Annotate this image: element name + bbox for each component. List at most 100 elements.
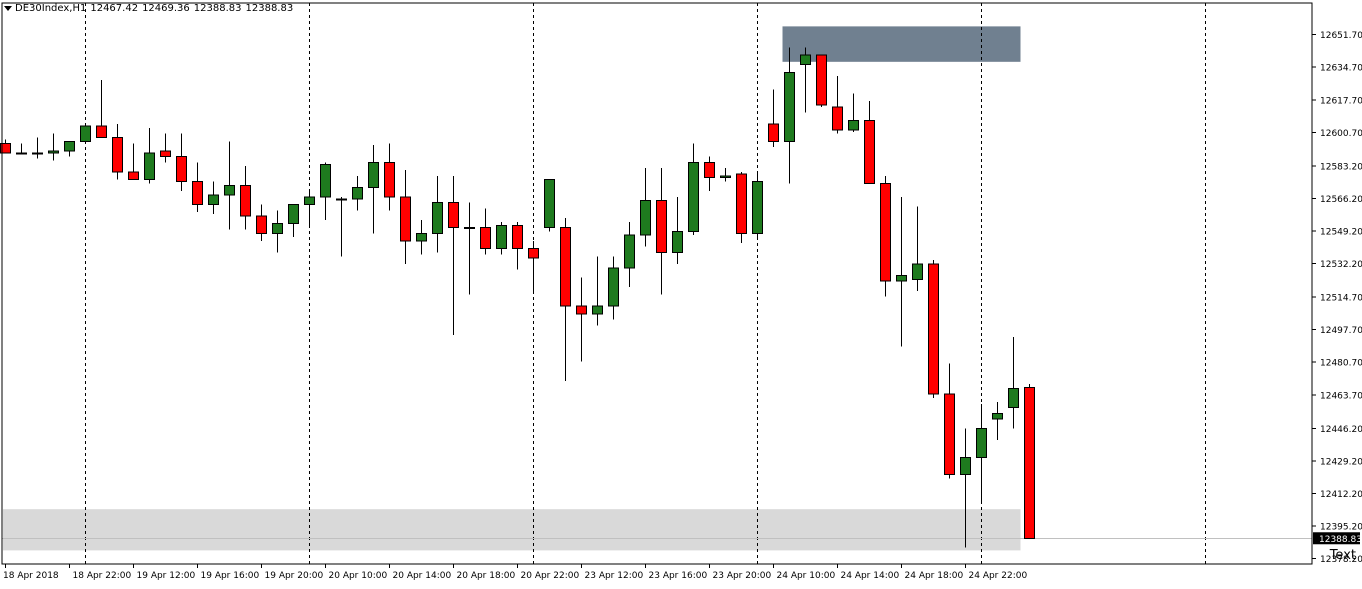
candle[interactable] [400,170,411,264]
symbol-info-bar[interactable]: DE30Index,H1 12467.42 12469.36 12388.83 1238… [4,3,297,14]
candle[interactable] [512,221,523,270]
candle[interactable] [304,191,315,226]
text-object-label[interactable]: Text [1329,548,1356,563]
candle[interactable] [1024,383,1035,539]
candle[interactable] [336,196,347,257]
candle[interactable] [720,168,731,182]
candle[interactable] [912,206,923,291]
candle[interactable] [992,401,1003,441]
time-tick-label: 19 Apr 20:00 [265,571,324,581]
candle[interactable] [192,162,203,213]
candle[interactable] [960,428,971,548]
candle[interactable] [608,256,619,320]
dropdown-triangle-icon[interactable] [4,5,12,11]
candle[interactable] [496,221,507,255]
candle[interactable] [256,204,267,241]
session-separators-layer [85,3,1206,564]
candle[interactable] [352,175,363,211]
candle[interactable] [272,210,283,253]
candle[interactable] [1008,336,1019,429]
candle-body [640,200,651,236]
candle[interactable] [224,141,235,230]
symbol-name: DE30Index,H1 [15,3,87,14]
candle[interactable] [864,101,875,184]
candle[interactable] [704,156,715,192]
candle[interactable] [656,168,667,295]
candle[interactable] [848,93,859,132]
candle[interactable] [80,125,91,144]
price-tick-label: 12549.20 [1320,228,1362,238]
candle[interactable] [688,143,699,236]
candles-layer [0,47,1035,548]
candle[interactable] [752,173,763,240]
candle[interactable] [528,240,539,291]
candle-body [48,150,59,154]
price-tick-label: 12634.70 [1320,64,1362,74]
candle-body [992,412,1003,420]
candle[interactable] [800,47,811,113]
candle[interactable] [288,204,299,238]
candle[interactable] [128,143,139,181]
candle[interactable] [896,196,907,347]
candle-body [816,54,827,106]
candle[interactable] [48,133,59,161]
candle[interactable] [832,76,843,134]
candle-body [560,227,571,307]
chart-border [1,2,1313,565]
candle-body [416,232,427,242]
candle[interactable] [32,137,43,159]
candle-body [864,119,875,184]
candle[interactable] [480,208,491,255]
candle[interactable] [176,133,187,192]
candle-body [544,179,555,229]
candle[interactable] [576,277,587,362]
candle[interactable] [96,80,107,139]
last-price-label: 12388.83 [1319,535,1362,545]
candle[interactable] [672,196,683,264]
candle[interactable] [144,127,155,184]
candle-body [144,152,155,181]
candle[interactable] [64,140,75,157]
candle-body [592,305,603,315]
demand-zone[interactable] [3,509,1021,551]
candle[interactable] [416,219,427,255]
candle-body [608,267,619,307]
candle-body [432,202,443,234]
candle[interactable] [736,171,747,243]
candle[interactable] [160,133,171,163]
candle[interactable] [944,363,955,479]
candle[interactable] [464,202,475,295]
candle[interactable] [640,168,651,247]
candle[interactable] [768,89,779,148]
candle[interactable] [112,124,123,180]
price-tick-label: 12600.70 [1320,129,1362,139]
candle[interactable] [880,175,891,297]
candle-body [368,161,379,188]
candle[interactable] [624,221,635,287]
candle[interactable] [560,217,571,381]
candle[interactable] [976,403,987,502]
candle[interactable] [816,54,827,107]
candle[interactable] [432,175,443,253]
candle[interactable] [208,181,219,215]
candle[interactable] [928,260,939,399]
candle[interactable] [544,179,555,232]
price-tick-label: 12514.70 [1320,294,1362,304]
chart-frame-layer [1,2,1313,565]
time-tick-label: 19 Apr 12:00 [137,571,196,581]
price-tick-label: 12395.20 [1320,523,1362,533]
candle[interactable] [0,139,11,154]
candle[interactable] [784,47,795,184]
candle[interactable] [592,256,603,326]
candle[interactable] [16,143,27,155]
candle[interactable] [320,162,331,220]
candle[interactable] [448,175,459,335]
time-tick-label: 20 Apr 14:00 [393,571,452,581]
candle[interactable] [240,166,251,230]
candle-body [128,171,139,181]
price-tick-label: 12651.70 [1320,31,1362,41]
candle[interactable] [384,143,395,211]
candle[interactable] [368,145,379,234]
